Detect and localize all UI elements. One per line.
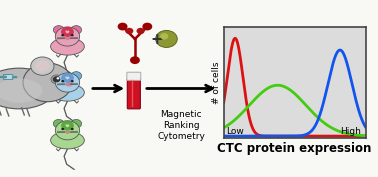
- Circle shape: [55, 121, 80, 140]
- Circle shape: [67, 31, 70, 33]
- Circle shape: [71, 26, 82, 34]
- Circle shape: [65, 37, 70, 40]
- Circle shape: [67, 82, 73, 87]
- Circle shape: [61, 128, 64, 130]
- Circle shape: [66, 77, 68, 79]
- FancyBboxPatch shape: [3, 75, 13, 79]
- Circle shape: [67, 125, 70, 126]
- Circle shape: [61, 34, 64, 36]
- Text: Magnetic
Ranking
Cytometry: Magnetic Ranking Cytometry: [157, 110, 205, 141]
- Circle shape: [23, 63, 72, 102]
- Circle shape: [61, 80, 64, 82]
- Ellipse shape: [51, 84, 84, 101]
- Circle shape: [53, 26, 64, 34]
- X-axis label: CTC protein expression: CTC protein expression: [217, 142, 372, 155]
- Circle shape: [67, 76, 69, 78]
- Circle shape: [61, 73, 74, 83]
- Circle shape: [130, 56, 140, 64]
- Text: High: High: [341, 127, 361, 136]
- FancyBboxPatch shape: [127, 72, 141, 80]
- Y-axis label: # of cells: # of cells: [212, 61, 221, 104]
- Circle shape: [55, 73, 80, 92]
- Circle shape: [71, 34, 74, 36]
- Circle shape: [65, 30, 67, 32]
- Text: Low: Low: [226, 127, 244, 136]
- Ellipse shape: [0, 78, 42, 103]
- Circle shape: [67, 126, 68, 127]
- Circle shape: [65, 83, 70, 86]
- Circle shape: [65, 124, 67, 126]
- Circle shape: [67, 124, 69, 126]
- Circle shape: [71, 119, 82, 128]
- Circle shape: [125, 28, 133, 34]
- Circle shape: [61, 27, 74, 37]
- Circle shape: [53, 76, 60, 82]
- Circle shape: [67, 30, 69, 32]
- Ellipse shape: [51, 38, 84, 55]
- Circle shape: [65, 76, 67, 78]
- Ellipse shape: [0, 68, 55, 109]
- Circle shape: [61, 121, 74, 131]
- Circle shape: [3, 76, 7, 78]
- Circle shape: [71, 80, 74, 82]
- Circle shape: [67, 78, 68, 79]
- Text: +: +: [150, 32, 163, 47]
- Circle shape: [136, 28, 145, 34]
- Circle shape: [51, 75, 62, 84]
- Circle shape: [71, 128, 74, 130]
- Circle shape: [66, 31, 68, 33]
- Circle shape: [53, 72, 64, 80]
- Circle shape: [156, 30, 177, 47]
- Circle shape: [35, 60, 50, 72]
- Circle shape: [56, 77, 59, 79]
- Circle shape: [67, 77, 70, 79]
- Circle shape: [31, 57, 54, 75]
- Circle shape: [55, 27, 80, 46]
- Circle shape: [53, 119, 64, 128]
- Ellipse shape: [51, 132, 84, 149]
- FancyBboxPatch shape: [127, 78, 140, 109]
- Circle shape: [65, 131, 70, 134]
- Circle shape: [71, 72, 82, 80]
- Circle shape: [67, 32, 68, 33]
- Circle shape: [143, 23, 152, 30]
- Circle shape: [53, 76, 60, 82]
- Circle shape: [160, 33, 168, 39]
- Circle shape: [66, 125, 68, 127]
- Circle shape: [118, 23, 127, 30]
